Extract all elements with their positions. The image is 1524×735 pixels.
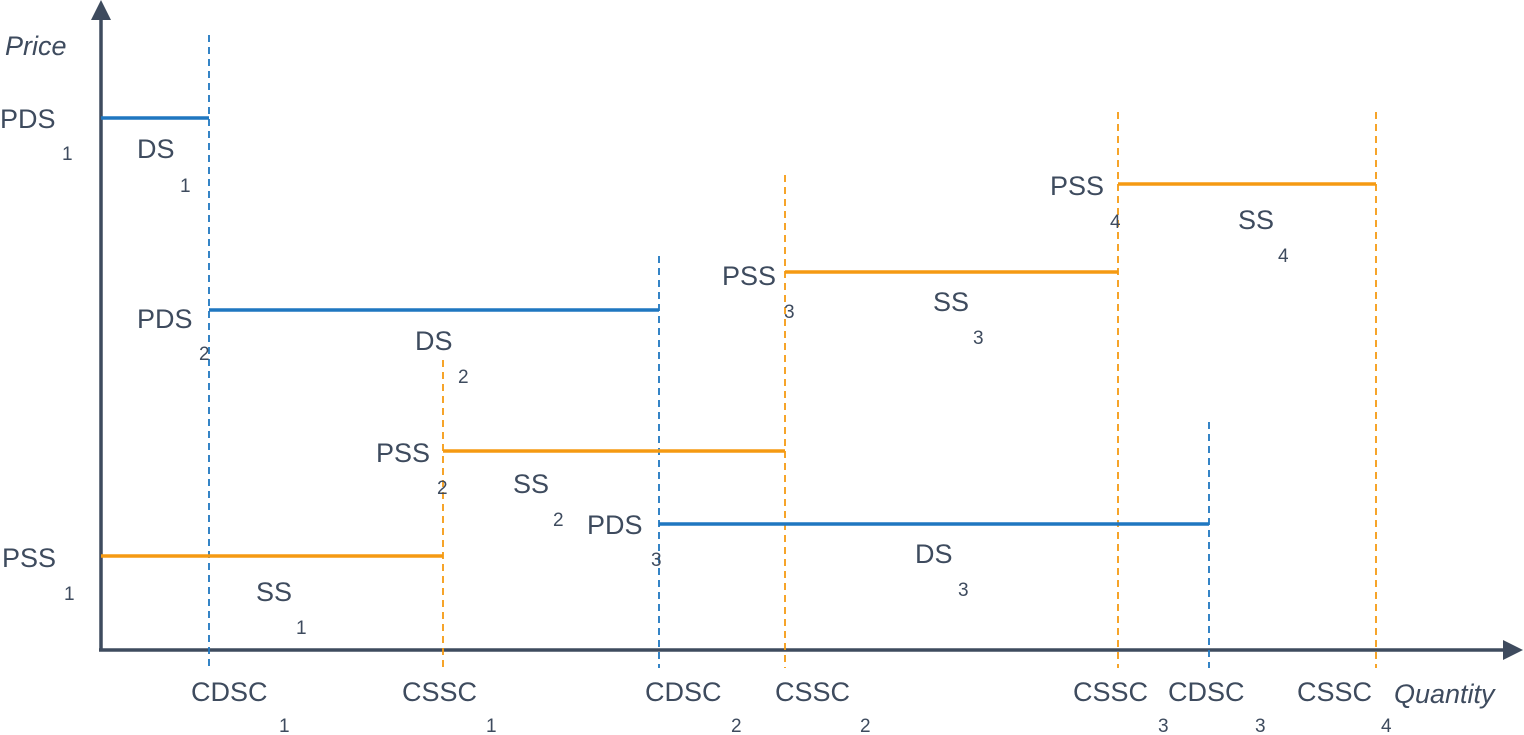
ss2-segment-label-subscript: 2 bbox=[553, 510, 564, 531]
ss2-price-label-text: PSS bbox=[376, 438, 430, 468]
cssc2-label-text: CSSC bbox=[775, 677, 850, 707]
cssc3-label-subscript: 3 bbox=[1158, 716, 1169, 735]
step-segments bbox=[101, 116, 1376, 558]
ds3-segment-label-subscript: 3 bbox=[958, 580, 969, 601]
ss4-price-label-subscript: 4 bbox=[1110, 212, 1121, 233]
ds3-segment-label-text: DS bbox=[915, 539, 953, 569]
ds2-segment-label-subscript: 2 bbox=[458, 367, 469, 388]
ss1-price-label-subscript: 1 bbox=[64, 584, 75, 605]
ds3-price-label-subscript: 3 bbox=[651, 550, 662, 571]
ds1-price-label-subscript: 1 bbox=[62, 144, 73, 165]
ss1-segment-label-subscript: 1 bbox=[296, 618, 307, 639]
ss1-segment-label-text: SS bbox=[256, 577, 292, 607]
x-axis-arrow bbox=[1503, 640, 1523, 660]
cdsc1-label-subscript: 1 bbox=[279, 716, 290, 735]
ss3-segment-label-text: SS bbox=[933, 287, 969, 317]
ss4-segment-label-subscript: 4 bbox=[1278, 246, 1289, 267]
ds1-segment-label-subscript: 1 bbox=[180, 176, 191, 197]
cssc3-label-text: CSSC bbox=[1073, 677, 1148, 707]
ss3-price-label-text: PSS bbox=[722, 261, 776, 291]
quantity-guides bbox=[208, 35, 1377, 668]
cdsc3-label-subscript: 3 bbox=[1255, 716, 1266, 735]
cssc1-label-text: CSSC bbox=[402, 677, 477, 707]
ss3-segment-label-subscript: 3 bbox=[973, 328, 984, 349]
ss2-price-label-subscript: 2 bbox=[437, 478, 448, 499]
cdsc1-label-text: CDSC bbox=[191, 677, 268, 707]
ds2-price-label-subscript: 2 bbox=[199, 344, 210, 365]
ss3-price-label-subscript: 3 bbox=[784, 302, 795, 323]
cdsc2-label-subscript: 2 bbox=[731, 716, 742, 735]
ds3-price-label-text: PDS bbox=[587, 510, 643, 540]
y-axis-title: Price bbox=[5, 31, 67, 61]
ss1-price-label-text: PSS bbox=[2, 543, 56, 573]
ds2-segment-label-text: DS bbox=[415, 326, 453, 356]
cssc4-label-subscript: 4 bbox=[1381, 716, 1392, 735]
cssc2-label-subscript: 2 bbox=[860, 716, 871, 735]
ds1-price-label-text: PDS bbox=[0, 104, 56, 134]
ss2-segment-label-text: SS bbox=[513, 469, 549, 499]
cdsc3-label-text: CDSC bbox=[1168, 677, 1245, 707]
y-axis-arrow bbox=[91, 0, 111, 20]
cssc1-label-subscript: 1 bbox=[486, 716, 497, 735]
ss4-segment-label-text: SS bbox=[1238, 205, 1274, 235]
ss4-price-label-text: PSS bbox=[1050, 171, 1104, 201]
ds2-price-label-text: PDS bbox=[137, 304, 193, 334]
x-axis-title: Quantity bbox=[1394, 679, 1496, 709]
ds1-segment-label-text: DS bbox=[137, 134, 175, 164]
cdsc2-label-text: CDSC bbox=[645, 677, 722, 707]
cssc4-label-text: CSSC bbox=[1297, 677, 1372, 707]
